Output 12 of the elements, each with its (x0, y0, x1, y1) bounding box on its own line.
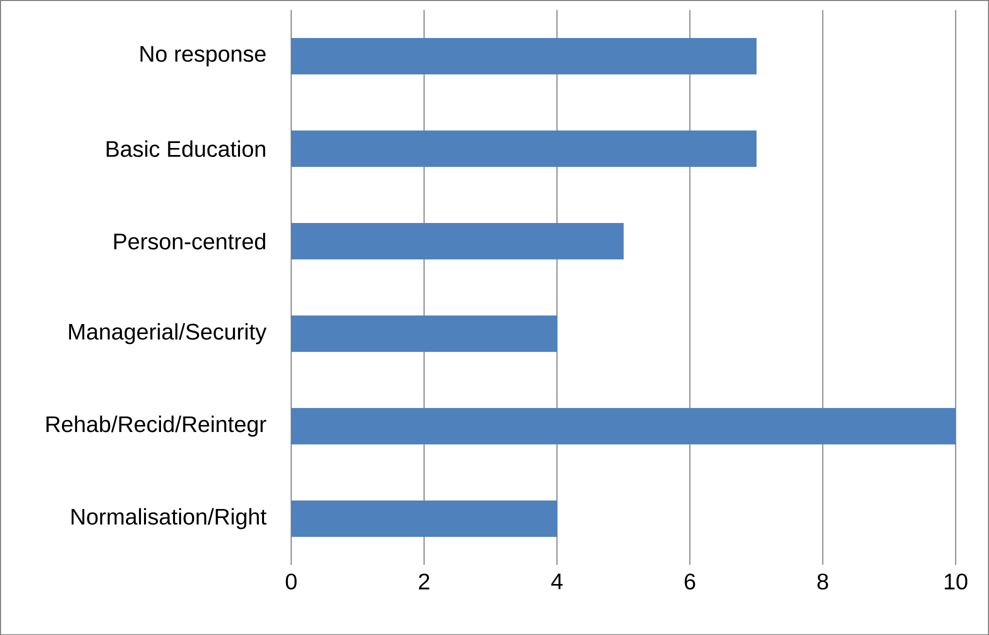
y-tick-label: No response (140, 46, 266, 66)
y-tick-label: Basic Education (106, 140, 266, 157)
x-tick-label: 8 (817, 573, 828, 590)
x-tick-label: 2 (418, 573, 430, 590)
x-tick-label: 4 (551, 573, 563, 589)
y-tick-label: Person-centred (114, 232, 266, 250)
y-tick-label: Normalisation/Right (72, 508, 266, 530)
x-tick-label: 10 (944, 573, 968, 590)
x-tick-label: 0 (286, 573, 297, 590)
y-tick-label: Rehab/Recid/Reintegr (46, 416, 266, 437)
x-tick-label: 6 (684, 573, 696, 590)
y-tick-label: Managerial/Security (69, 323, 267, 344)
